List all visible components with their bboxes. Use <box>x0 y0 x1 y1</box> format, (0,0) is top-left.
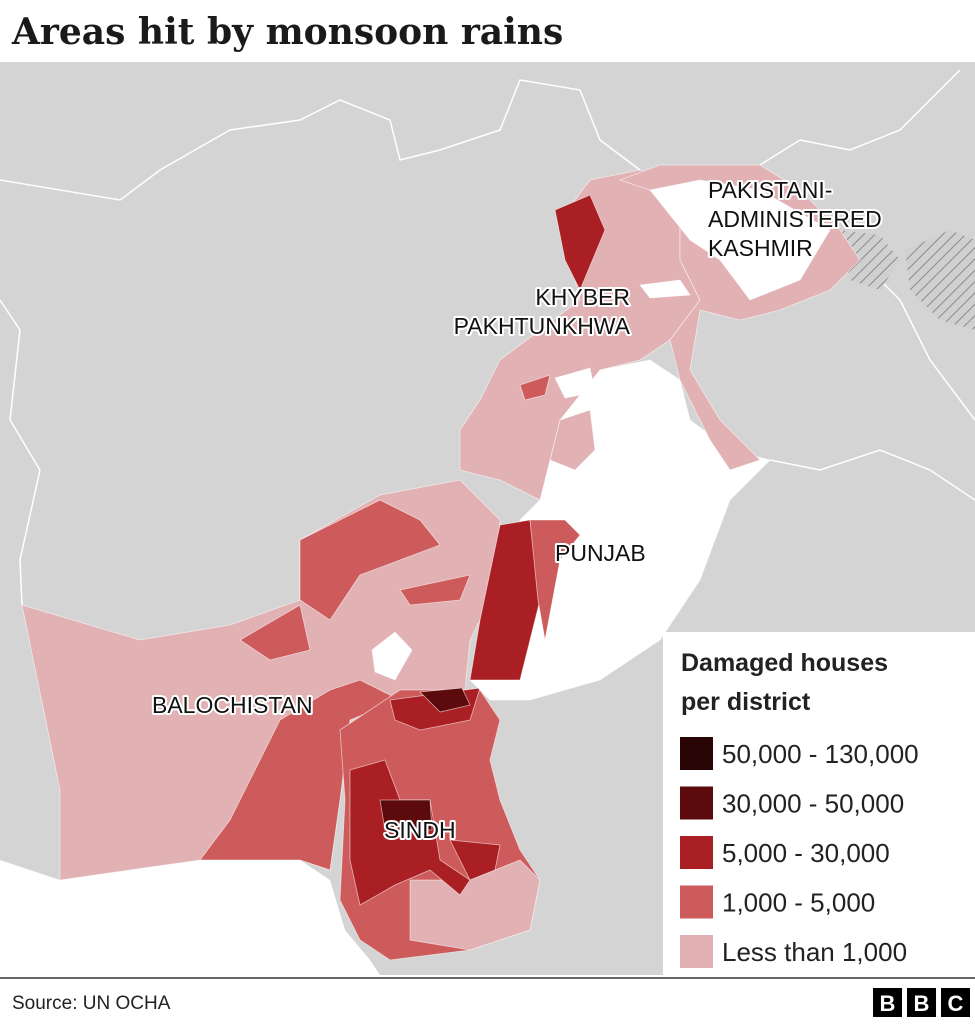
legend-swatch <box>680 836 713 869</box>
disputed-area <box>905 230 975 330</box>
district <box>399 574 471 606</box>
district <box>554 194 606 291</box>
source: Source: UN OCHA <box>12 993 171 1014</box>
legend-box <box>663 632 975 975</box>
legend-label: 1,000 - 5,000 <box>722 888 875 918</box>
country-border <box>0 79 641 201</box>
logo-letter: B <box>880 991 896 1016</box>
legend-swatch <box>680 885 713 919</box>
legend-swatch <box>680 786 713 820</box>
district <box>299 499 441 621</box>
legend-swatch <box>680 737 713 770</box>
country-border <box>859 259 975 421</box>
map <box>0 62 975 975</box>
unaffected-area <box>554 367 596 399</box>
country-border <box>759 69 961 166</box>
legend-label: 5,000 - 30,000 <box>722 838 890 868</box>
logo-block <box>873 988 902 1017</box>
unaffected-area <box>371 631 413 681</box>
region-label: PAKHTUNKHWA <box>454 313 631 339</box>
legend-label: 50,000 - 130,000 <box>722 739 919 769</box>
region-label: PUNJAB <box>555 540 646 566</box>
region-label: PAKISTANI- <box>708 177 832 203</box>
region-label: BALOCHISTAN <box>152 692 313 718</box>
district <box>239 604 311 661</box>
region-label: KHYBER <box>535 284 630 310</box>
district <box>379 799 433 831</box>
district <box>529 519 581 641</box>
logo-letter: C <box>948 991 964 1016</box>
region-label: ADMINISTERED <box>708 206 882 232</box>
unaffected-area <box>649 179 831 301</box>
district <box>519 374 551 401</box>
region-label: KASHMIR <box>708 235 813 261</box>
sea <box>0 860 380 975</box>
region-labels: PAKISTANI- ADMINISTERED KASHMIR KHYBER P… <box>150 175 884 845</box>
country-border <box>0 299 41 606</box>
disputed-area <box>840 230 900 290</box>
logo-block <box>941 988 970 1017</box>
country-border <box>769 449 975 501</box>
district <box>349 759 471 906</box>
title: Areas hit by monsoon rains <box>11 11 563 53</box>
unaffected-area <box>639 279 691 299</box>
legend-swatch <box>680 935 713 968</box>
logo-letter: B <box>914 991 930 1016</box>
district <box>449 839 501 881</box>
district <box>419 687 471 713</box>
legend-title: per district <box>681 688 811 716</box>
district <box>199 679 401 871</box>
legend-title: Damaged houses <box>681 649 888 677</box>
legend-label: Less than 1,000 <box>722 937 907 967</box>
region-label: SINDH <box>384 817 456 843</box>
legend-label: 30,000 - 50,000 <box>722 789 904 819</box>
logo-block <box>907 988 936 1017</box>
legend: Damaged houses per district 50,000 - 130… <box>663 632 975 975</box>
